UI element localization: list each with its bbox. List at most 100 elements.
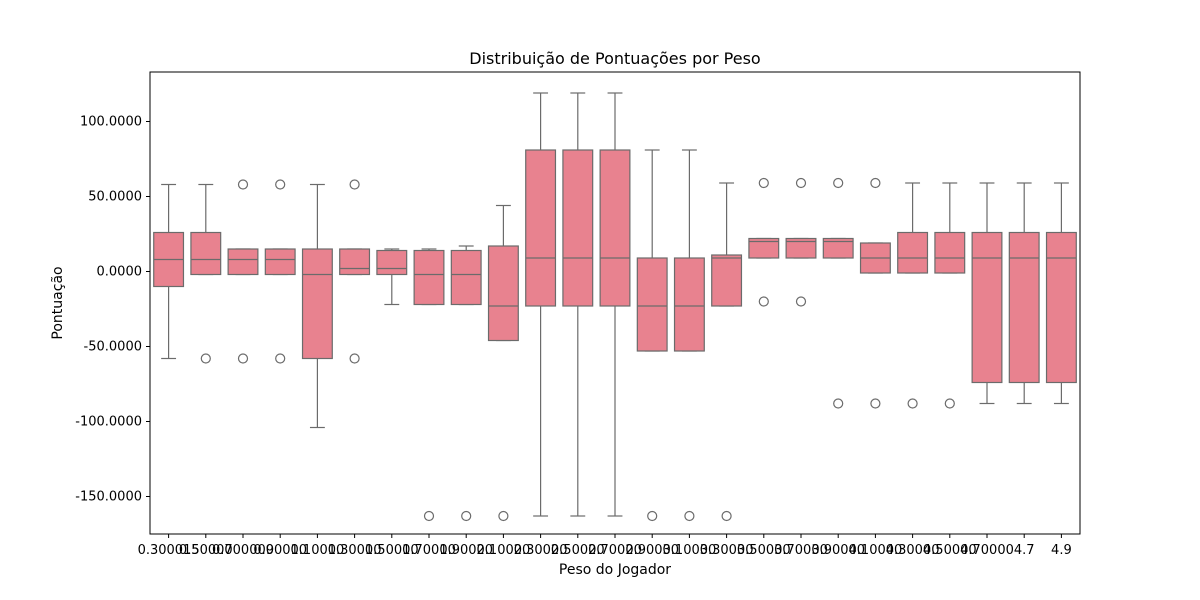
y-tick-label: -100.0000 (75, 415, 142, 430)
box-2 (227, 179, 259, 364)
box-body (636, 257, 668, 352)
box-17 (785, 177, 817, 307)
x-tick-label: 4.50000 (923, 543, 977, 558)
box-body (1045, 231, 1077, 384)
x-tick-label: 0.90000 (253, 543, 307, 558)
x-tick-label: 0.700000 (212, 543, 274, 558)
box-10 (525, 92, 557, 517)
box-body (525, 149, 557, 307)
box-body (227, 248, 259, 276)
x-tick-label: 4.70000 (960, 543, 1014, 558)
plot-frame (149, 71, 1081, 535)
x-tick-label: 1.70000 (402, 543, 456, 558)
x-tick-label: 4.9 (1051, 543, 1072, 558)
outlier-point (870, 177, 881, 189)
box-5 (339, 179, 371, 364)
box-12 (599, 92, 631, 517)
x-tick-label: 2.50000 (551, 543, 605, 558)
outlier-point (758, 296, 769, 307)
outlier-point (944, 398, 955, 409)
box-body (748, 237, 780, 259)
outlier-point (200, 353, 211, 364)
x-tick-label: 3.50000 (737, 543, 791, 558)
box-body (301, 248, 333, 360)
y-axis-label: Pontuação (50, 266, 66, 339)
outlier-point (870, 398, 881, 409)
x-tick-label: 3.30000 (700, 543, 754, 558)
box-24 (1045, 182, 1077, 405)
outlier-point (684, 510, 695, 522)
box-13 (636, 149, 668, 522)
outlier-point (349, 179, 360, 190)
y-tick-label: 100.0000 (80, 115, 142, 130)
x-tick-label: 1.10000 (291, 543, 345, 558)
y-tick-label: 0.0000 (97, 265, 143, 280)
outlier-point (833, 398, 844, 409)
outlier-point (349, 353, 360, 364)
outlier-point (795, 177, 807, 189)
x-tick-label: 4.7 (1014, 543, 1035, 558)
x-tick-label: 2.70000 (588, 543, 642, 558)
box-20 (897, 182, 929, 409)
outlier-point (795, 296, 807, 307)
y-tick-label: -50.0000 (84, 340, 142, 355)
outlier-point (758, 177, 769, 189)
outlier-point (275, 353, 286, 364)
outlier-point (275, 179, 286, 190)
outlier-point (647, 510, 658, 522)
box-body (785, 237, 817, 259)
box-6 (376, 248, 408, 306)
outlier-point (498, 510, 509, 522)
box-body (450, 249, 482, 306)
box-14 (673, 149, 705, 522)
box-body (897, 231, 929, 274)
x-tick-label: 3.90000 (811, 543, 865, 558)
x-tick-label: 1.90000 (439, 543, 493, 558)
box-body (264, 248, 296, 276)
box-9 (487, 204, 519, 522)
y-tick-label: -150.0000 (75, 490, 142, 505)
outlier-point (461, 510, 472, 522)
outlier-point (237, 179, 249, 190)
box-body (413, 249, 445, 306)
box-body (1008, 231, 1040, 384)
x-tick-label: 1.50000 (365, 543, 419, 558)
box-body (562, 149, 594, 307)
box-body (376, 249, 408, 276)
box-18 (822, 177, 854, 409)
box-body (487, 245, 519, 342)
outlier-point (237, 353, 249, 364)
y-axis-ticks: 100.0000 50.0000 0.0000 -50.0000 -100.0000 -1… (75, 115, 150, 505)
box-body (971, 231, 1003, 384)
x-tick-label: 2.30000 (514, 543, 568, 558)
box-21 (934, 182, 966, 409)
box-22 (971, 182, 1003, 405)
x-tick-label: 0.50000 (179, 543, 233, 558)
x-tick-label: 0.300015 (138, 543, 200, 558)
box-4 (301, 183, 333, 429)
x-axis-label: Peso do Jogador (559, 562, 671, 578)
box-body (190, 231, 222, 276)
outlier-point (721, 510, 732, 522)
x-tick-label: 2.10000 (477, 543, 531, 558)
x-tick-label: 3.70000 (774, 543, 828, 558)
y-tick-label: 50.0000 (88, 190, 142, 205)
box-8 (450, 245, 482, 522)
box-19 (859, 177, 891, 409)
x-tick-label: 3.10000 (663, 543, 717, 558)
outlier-point (423, 510, 435, 522)
x-axis-ticks: 0.3000150.500000.7000000.900001.100001.3… (138, 534, 1072, 558)
box-body (673, 257, 705, 352)
chart-title: Distribuição de Pontuações por Peso (469, 49, 760, 68)
box-0 (153, 183, 185, 360)
box-15 (711, 182, 743, 522)
box-1 (190, 183, 222, 364)
x-tick-label: 4.10000 (849, 543, 903, 558)
box-16 (748, 177, 780, 307)
box-body (711, 254, 743, 307)
x-tick-label: 2.90000 (625, 543, 679, 558)
box-body (822, 237, 854, 259)
x-tick-label: 4.30000 (886, 543, 940, 558)
box-11 (562, 92, 594, 517)
